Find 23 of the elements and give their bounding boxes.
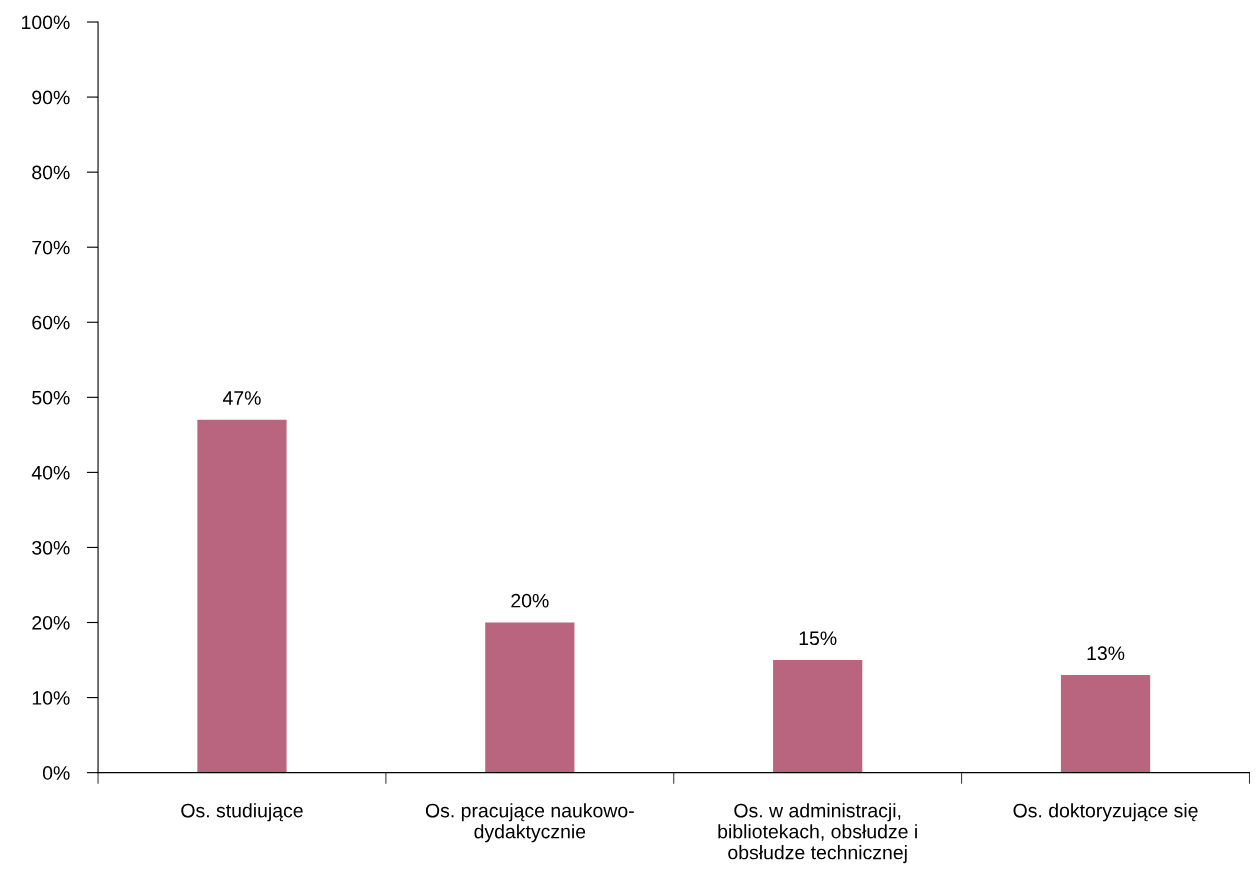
y-tick-label: 50% — [32, 390, 70, 405]
data-label: 15% — [799, 631, 837, 646]
x-tick-label: Os. doktoryzujące się — [1013, 803, 1198, 822]
y-tick-label: 0% — [42, 766, 70, 780]
y-tick-label: 80% — [32, 165, 70, 180]
bar — [773, 660, 863, 773]
x-tick-label: Os. w administracji, bibliotekach, obsłudze i obsłudze technicznej — [718, 803, 917, 864]
bar — [485, 622, 575, 773]
y-tick-label: 70% — [32, 240, 70, 255]
bar — [1060, 675, 1151, 773]
bar — [197, 419, 287, 773]
y-tick-label: 90% — [32, 90, 70, 105]
y-tick-label: 60% — [32, 315, 70, 330]
y-tick-label: 40% — [31, 465, 70, 480]
y-tick-label: 20% — [32, 615, 70, 630]
x-tick-label: Os. pracujące naukowo- dydaktycznie — [425, 803, 634, 843]
y-tick-label: 10% — [32, 691, 70, 705]
data-label: 13% — [1087, 646, 1125, 661]
data-label: 47% — [222, 391, 261, 405]
x-tick-label: Os. studiujące — [181, 803, 303, 822]
data-label: 20% — [511, 593, 549, 608]
y-tick-label: 100% — [22, 15, 70, 30]
y-tick-label: 30% — [32, 540, 70, 555]
